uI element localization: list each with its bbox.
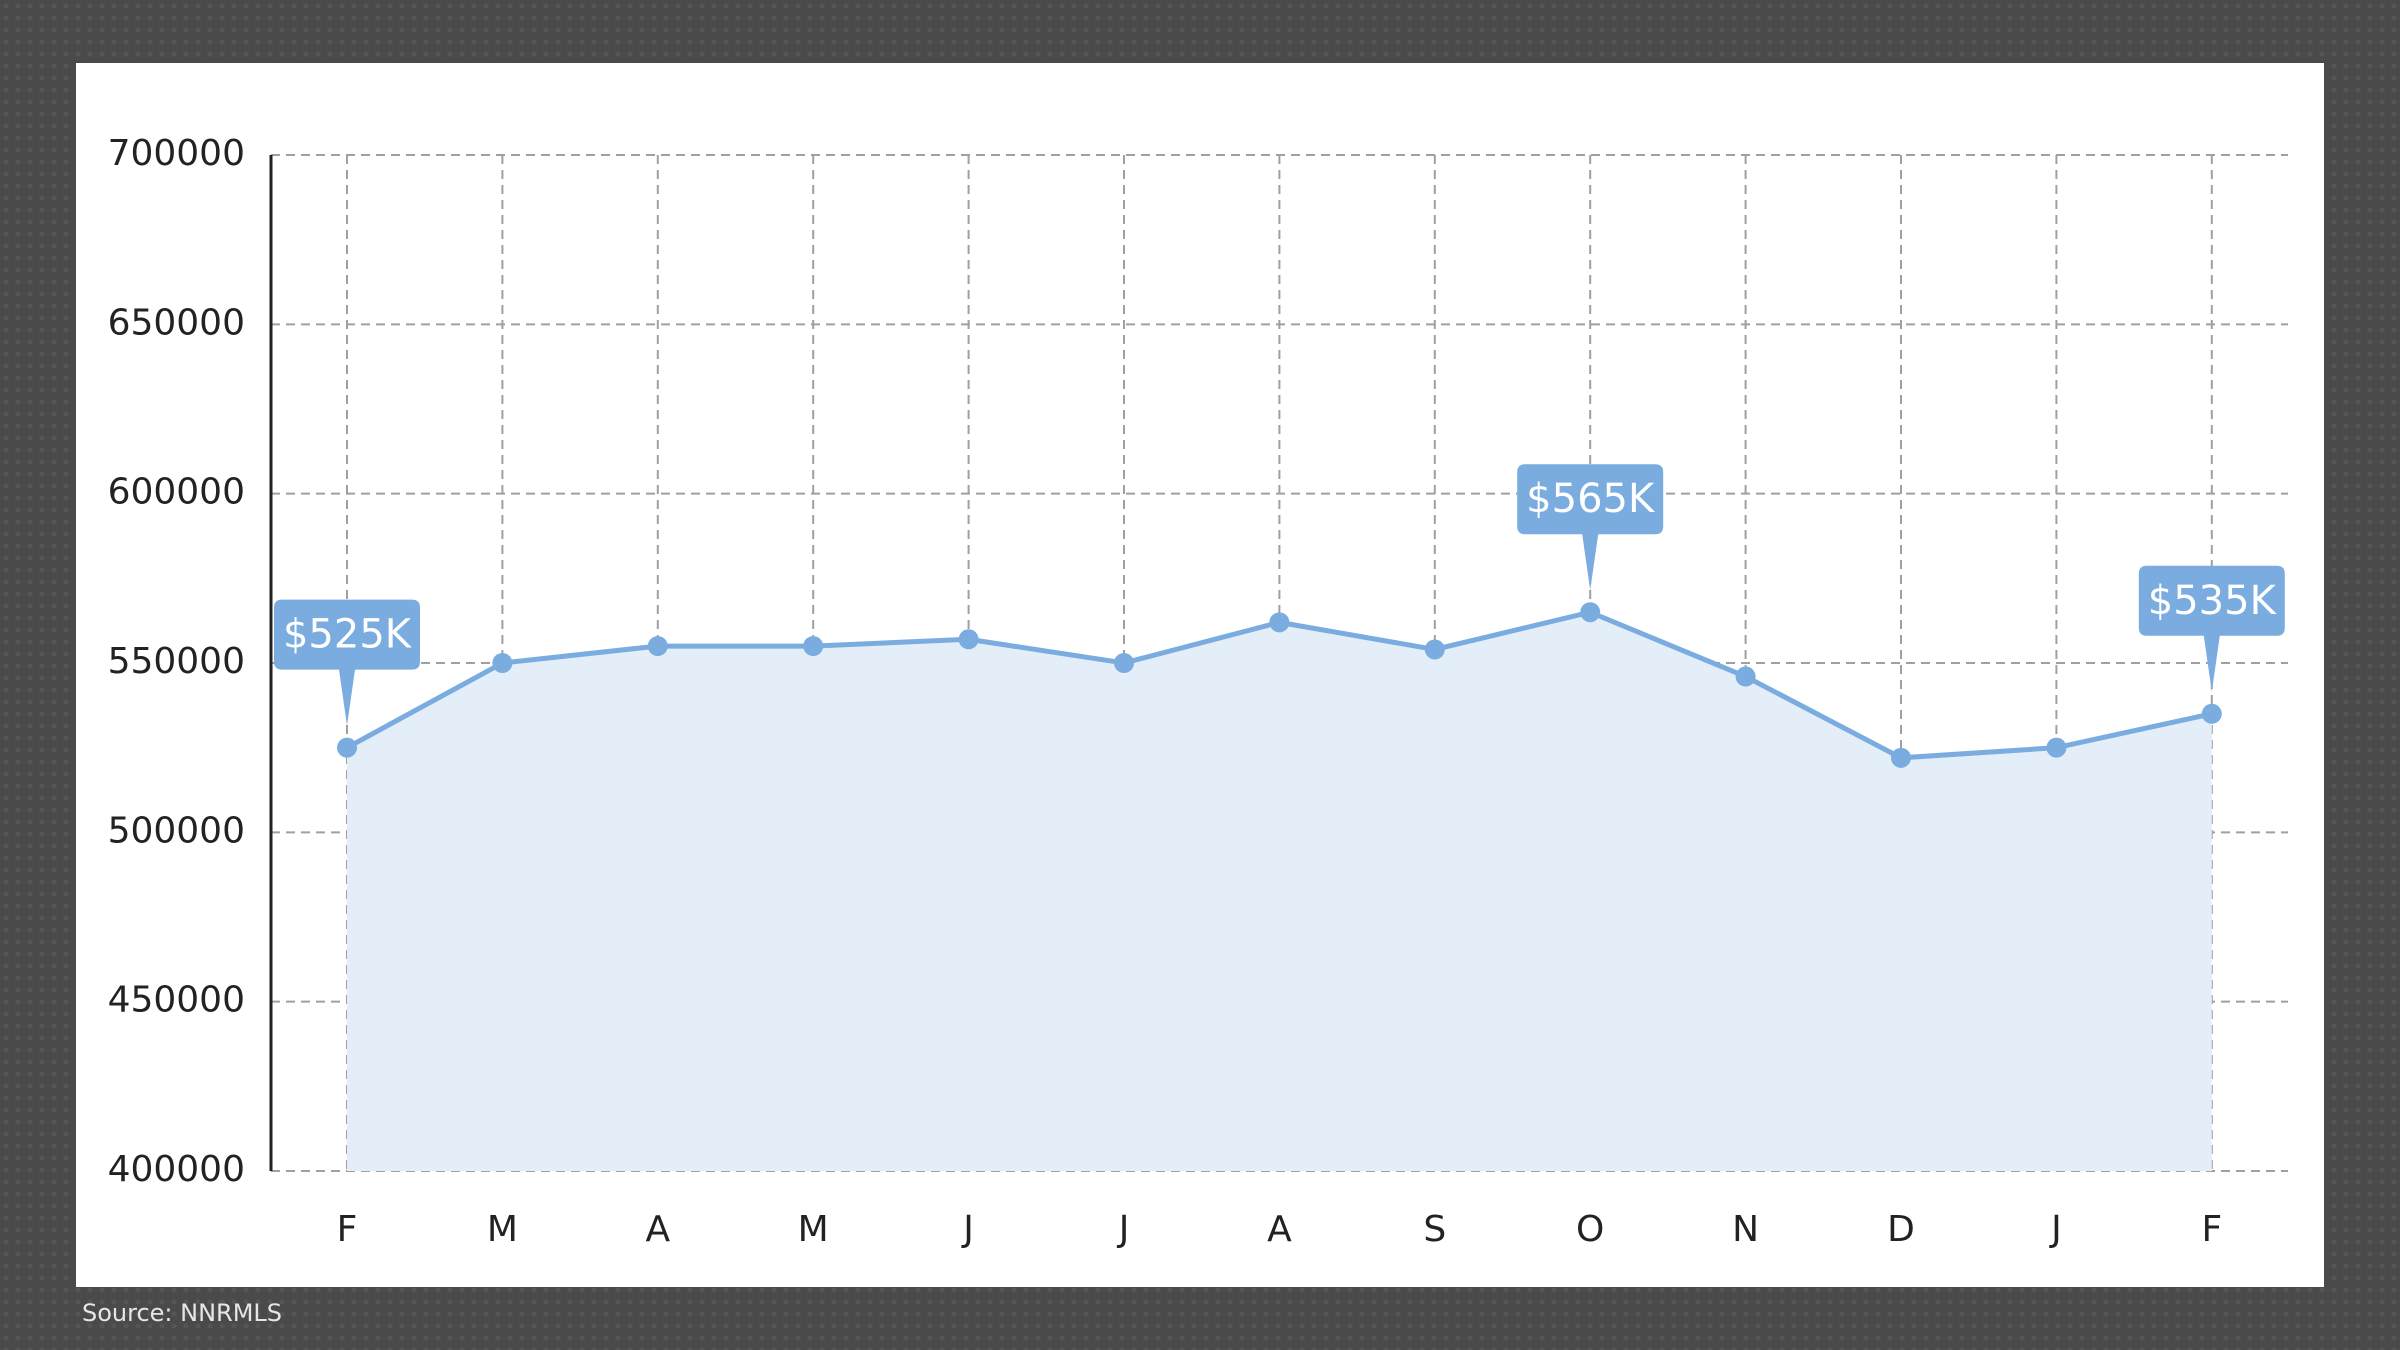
point <box>1269 612 1290 633</box>
callout-box <box>2138 565 2285 692</box>
point <box>337 737 357 758</box>
point <box>2201 703 2222 724</box>
data-label: $525K <box>283 612 413 658</box>
x-tick-label: A <box>645 1209 670 1250</box>
point <box>492 653 513 673</box>
y-tick-label: 450000 <box>108 980 245 1021</box>
y-tick-label: 400000 <box>108 1149 245 1190</box>
area <box>347 612 2212 1171</box>
point <box>1735 666 1756 687</box>
x-tick-label: J <box>1117 1209 1130 1250</box>
point <box>647 636 668 657</box>
x-tick-label: O <box>1576 1209 1604 1250</box>
point <box>1580 602 1601 623</box>
point <box>2046 737 2067 758</box>
x-tick-label: J <box>2049 1209 2062 1250</box>
point <box>958 629 979 650</box>
y-tick-label: 550000 <box>108 641 245 682</box>
x-tick-label: F <box>2201 1209 2222 1250</box>
point <box>1891 747 1911 768</box>
data-label: $535K <box>2148 578 2278 624</box>
callout-box <box>274 599 420 726</box>
y-tick-label: 500000 <box>108 810 245 851</box>
point <box>1114 653 1134 673</box>
data-label: $565K <box>1526 476 1656 522</box>
x-tick-label: J <box>961 1209 974 1250</box>
x-tick-label: M <box>487 1209 518 1250</box>
y-tick-label: 700000 <box>108 133 245 174</box>
source-note: Source: NNRMLS <box>82 1299 282 1327</box>
y-tick-label: 600000 <box>108 472 245 513</box>
y-tick-label: 650000 <box>108 302 245 343</box>
x-tick-label: D <box>1887 1209 1915 1250</box>
x-tick-label: A <box>1267 1209 1292 1250</box>
x-tick-label: N <box>1732 1209 1759 1250</box>
point <box>803 636 824 657</box>
x-tick-label: S <box>1423 1209 1446 1250</box>
x-tick-label: F <box>337 1209 358 1250</box>
callout-box <box>1517 464 1664 591</box>
x-tick-label: M <box>798 1209 829 1250</box>
point <box>1424 639 1445 660</box>
